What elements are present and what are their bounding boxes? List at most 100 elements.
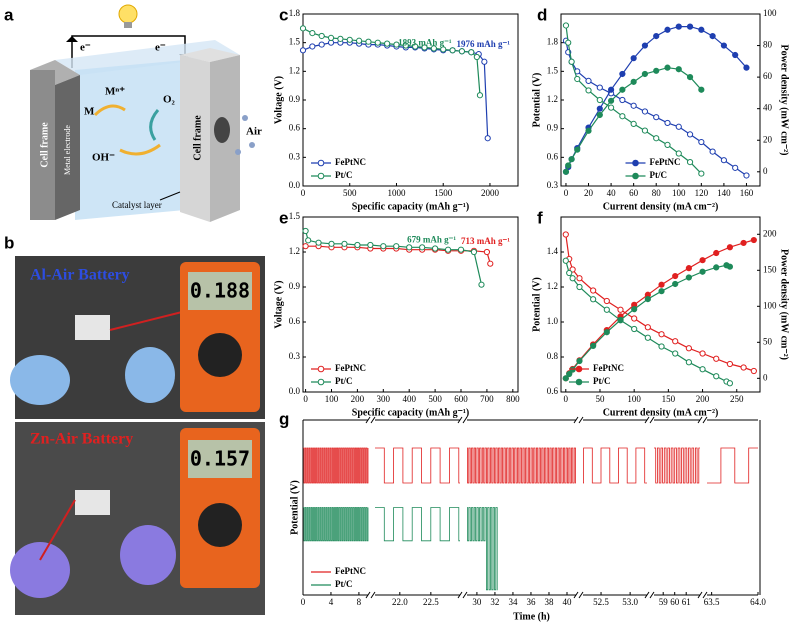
data-point [641, 42, 649, 49]
data-point [698, 26, 705, 33]
data-point [740, 364, 747, 371]
catalyst-label: Catalyst layer [112, 200, 162, 210]
data-point [658, 288, 665, 295]
data-point [675, 123, 682, 130]
glove [120, 525, 176, 585]
data-point [468, 49, 475, 56]
data-point [576, 283, 583, 291]
data-point [732, 164, 739, 171]
y2-tick-label: 100 [763, 8, 777, 18]
data-point [476, 92, 484, 99]
x-axis-label: Current density (mA cm⁻²) [603, 407, 719, 418]
data-point [726, 380, 734, 387]
data-point [562, 22, 570, 29]
x-tick-label: 4 [329, 597, 334, 607]
y-tick-label: 0.6 [547, 386, 559, 396]
y2-tick-label: 50 [763, 336, 773, 346]
data-point [617, 306, 624, 313]
data-point [562, 375, 569, 382]
legend-label: Pt/C [593, 376, 611, 386]
y-tick-label: 1.5 [289, 37, 301, 47]
data-point [365, 38, 372, 45]
data-point [653, 32, 660, 40]
x-tick-label: 150 [662, 394, 676, 404]
series-line [565, 239, 754, 379]
data-point [562, 231, 569, 238]
data-point [566, 269, 573, 277]
data-point [568, 58, 575, 65]
data-point [440, 46, 447, 53]
y-tick-label: 0.9 [289, 94, 301, 104]
axis-break [697, 416, 708, 424]
legend-marker [632, 172, 639, 180]
y-axis-label: Potential (V) [531, 73, 542, 128]
x-tick-label: 53.0 [622, 597, 638, 607]
data-point [672, 280, 679, 288]
data-point [299, 47, 307, 54]
plot-frame [302, 216, 519, 393]
data-point [367, 241, 374, 249]
x-axis-label: Time (h) [513, 611, 550, 622]
y2-tick-label: 200 [763, 228, 777, 238]
data-point [685, 265, 692, 272]
x-tick-label: 600 [454, 394, 468, 404]
y-tick-label: 0.3 [547, 180, 559, 190]
data-point [658, 343, 665, 350]
data-point [406, 244, 413, 251]
photo-title: Zn-Air Battery [30, 431, 133, 448]
data-point [732, 51, 739, 59]
data-point [562, 168, 570, 175]
data-point [354, 241, 361, 249]
y-tick-label: 0.6 [289, 123, 301, 133]
axis-break [573, 591, 584, 599]
y2-tick-label: 20 [763, 134, 773, 144]
data-point [713, 373, 720, 380]
data-point [374, 39, 381, 46]
y-tick-label: 1.0 [547, 316, 559, 326]
cycling-curve [707, 447, 758, 484]
data-point [644, 324, 651, 331]
data-point [631, 306, 638, 313]
legend-marker [575, 378, 583, 386]
data-point [664, 64, 671, 71]
legend-label: Pt/C [335, 376, 353, 386]
x-tick-label: 22.5 [423, 597, 439, 607]
data-point [596, 111, 603, 119]
data-point [565, 162, 572, 169]
cycling-curve [303, 507, 369, 542]
electron: e⁻ [155, 42, 166, 54]
x-axis-label: Specific capacity (mAh g⁻¹) [352, 407, 469, 418]
panel-label: f [537, 208, 543, 227]
data-point [641, 70, 649, 78]
data-point [644, 334, 651, 341]
y-tick-label: 1.4 [547, 246, 559, 256]
y-tick-label: 1.8 [289, 8, 301, 18]
axis-break [365, 591, 376, 599]
data-point [346, 36, 353, 43]
x-tick-label: 80 [652, 188, 662, 198]
legend-label: FePtNC [593, 363, 624, 373]
x-tick-label: 0 [564, 188, 569, 198]
data-point [743, 172, 750, 179]
glove [125, 347, 175, 403]
x-tick-label: 22.0 [392, 597, 408, 607]
data-point [617, 316, 624, 324]
y2-tick-label: 60 [763, 71, 773, 81]
legend-label: FePtNC [335, 363, 366, 373]
series-line [565, 264, 731, 379]
data-point [720, 42, 728, 49]
annotation: 1976 mAh g⁻¹ [457, 39, 511, 49]
x-tick-label: 61 [682, 597, 691, 607]
air-hole [214, 117, 230, 143]
data-point [569, 366, 576, 373]
data-point [675, 150, 682, 157]
data-point [686, 23, 694, 30]
frame-label: Cell frame [192, 115, 203, 161]
bulb [118, 4, 138, 24]
data-point [309, 43, 316, 50]
panel-label: b [4, 233, 14, 252]
legend-label: FePtNC [650, 157, 681, 167]
x-tick-label: 100 [627, 394, 641, 404]
data-point [341, 240, 348, 247]
x-tick-label: 2000 [481, 188, 500, 198]
